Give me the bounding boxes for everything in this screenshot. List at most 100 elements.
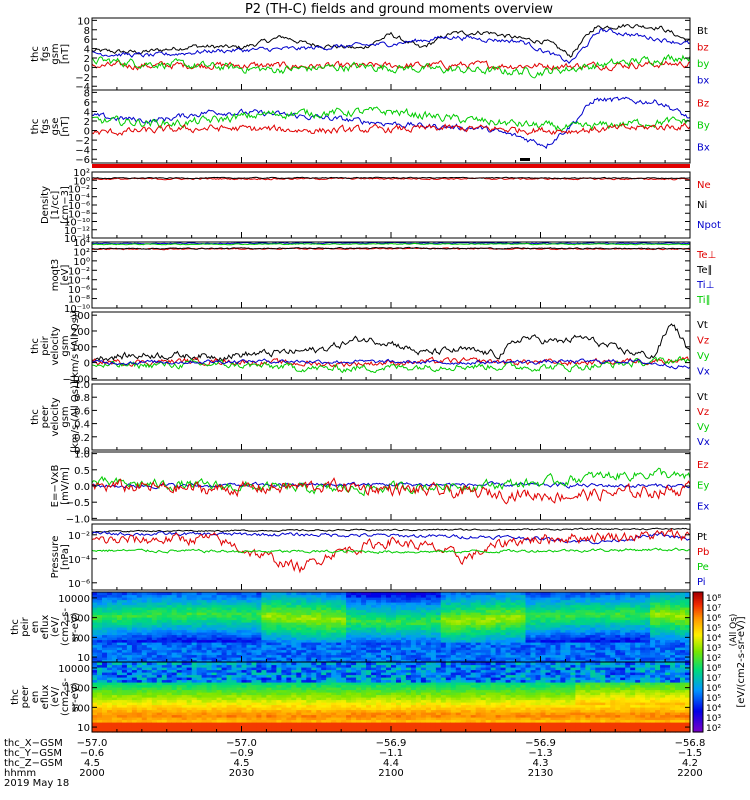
- spectrogram-cell: [420, 592, 427, 596]
- spectrogram-cell: [231, 602, 238, 606]
- spectrogram-cell: [261, 614, 267, 618]
- spectrogram-cell: [102, 622, 108, 626]
- spectrogram-cell: [351, 632, 357, 636]
- spectrogram-cell: [665, 609, 671, 613]
- spectrogram-cell: [226, 677, 233, 681]
- spectrogram-cell: [102, 677, 108, 681]
- spectrogram-cell: [381, 602, 387, 606]
- spectrogram-cell: [331, 699, 337, 703]
- spectrogram-cell: [391, 632, 397, 636]
- spectrogram-cell: [625, 647, 631, 651]
- spectrogram-cell: [121, 699, 128, 703]
- spectrogram-cell: [121, 617, 128, 621]
- spectrogram-cell: [570, 649, 576, 653]
- spectrogram-cell: [321, 679, 327, 683]
- spectrogram-cell: [346, 604, 352, 608]
- spectrogram-cell: [610, 604, 616, 608]
- spectrogram-cell: [151, 722, 158, 726]
- spectrogram-cell: [610, 612, 616, 616]
- spectrogram-cell: [136, 659, 143, 663]
- spectrogram-cell: [326, 632, 332, 636]
- spectrogram-cell: [196, 674, 203, 678]
- spectrogram-cell: [121, 602, 128, 606]
- spectrogram-cell: [450, 627, 457, 631]
- spectrogram-cell: [141, 677, 148, 681]
- spectrogram-cell: [505, 649, 512, 653]
- spectrogram-cell: [221, 649, 228, 653]
- spectrogram-cell: [206, 712, 213, 716]
- spectrogram-cell: [286, 612, 292, 616]
- spectrogram-cell: [111, 702, 118, 706]
- spectrogram-cell: [102, 597, 108, 601]
- spectrogram-cell: [107, 722, 113, 726]
- spectrogram-cell: [580, 634, 586, 638]
- spectrogram-cell: [241, 632, 248, 636]
- spectrogram-cell: [316, 692, 322, 696]
- spectrogram-cell: [595, 627, 601, 631]
- spectrogram-cell: [420, 659, 427, 663]
- spectrogram-cell: [321, 644, 327, 648]
- spectrogram-cell: [171, 634, 178, 638]
- spectrogram-cell: [650, 599, 656, 603]
- spectrogram-cell: [321, 622, 327, 626]
- spectrogram-cell: [386, 602, 392, 606]
- spectrogram-cell: [401, 617, 407, 621]
- spectrogram-cell: [221, 637, 228, 641]
- spectrogram-cell: [401, 644, 407, 648]
- spectrogram-cell: [381, 624, 387, 628]
- spectrogram-cell: [301, 712, 307, 716]
- spectrogram-cell: [336, 594, 342, 598]
- spectrogram-cell: [680, 629, 686, 633]
- spectrogram-cell: [226, 709, 233, 713]
- spectrogram-cell: [216, 657, 223, 661]
- spectrogram-cell: [371, 619, 377, 623]
- spectrogram-cell: [276, 679, 282, 683]
- spectrogram-cell: [121, 709, 128, 713]
- spectrogram-cell: [261, 674, 267, 678]
- spectrogram-cell: [505, 657, 512, 661]
- spectrogram-cell: [281, 594, 287, 598]
- spectrogram-cell: [186, 644, 193, 648]
- spectrogram-cell: [107, 622, 113, 626]
- spectrogram-cell: [560, 592, 566, 596]
- spectrogram-cell: [216, 592, 223, 596]
- spectrogram-cell: [236, 674, 243, 678]
- spectrogram-cell: [620, 647, 626, 651]
- spectrogram-cell: [281, 717, 287, 721]
- spectrogram-cell: [331, 629, 337, 633]
- spectrogram-cell: [161, 619, 168, 623]
- spectrogram-cell: [351, 697, 357, 701]
- spectrogram-cell: [251, 649, 258, 653]
- spectrogram-cell: [670, 632, 676, 636]
- spectrogram-cell: [231, 697, 238, 701]
- spectrogram-cell: [121, 692, 128, 696]
- spectrogram-cell: [520, 649, 527, 653]
- spectrogram-cell: [156, 654, 163, 658]
- spectrogram-cell: [286, 594, 292, 598]
- spectrogram-cell: [186, 617, 193, 621]
- spectrogram-cell: [97, 602, 103, 606]
- spectrogram-cell: [445, 617, 452, 621]
- spectrogram-cell: [540, 632, 547, 636]
- spectrogram-cell: [97, 607, 103, 611]
- spectrogram-cell: [176, 692, 183, 696]
- spectrogram-cell: [396, 642, 402, 646]
- spectrogram-cell: [660, 627, 666, 631]
- spectrogram-cell: [301, 677, 307, 681]
- spectrogram-cell: [226, 692, 233, 696]
- spectrogram-cell: [415, 649, 422, 653]
- spectrogram-cell: [341, 689, 347, 693]
- spectrogram-cell: [266, 619, 272, 623]
- spectrogram-cell: [326, 599, 332, 603]
- spectrogram-cell: [266, 634, 272, 638]
- spectrogram-cell: [595, 649, 601, 653]
- spectrogram-cell: [595, 637, 601, 641]
- spectrogram-cell: [226, 632, 233, 636]
- spectrogram-cell: [241, 637, 248, 641]
- spectrogram-cell: [680, 642, 686, 646]
- spectrogram-cell: [276, 677, 282, 681]
- spectrogram-cell: [241, 717, 248, 721]
- spectrogram-cell: [211, 629, 218, 633]
- spectrogram-cell: [550, 622, 557, 626]
- spectrogram-cell: [645, 629, 651, 633]
